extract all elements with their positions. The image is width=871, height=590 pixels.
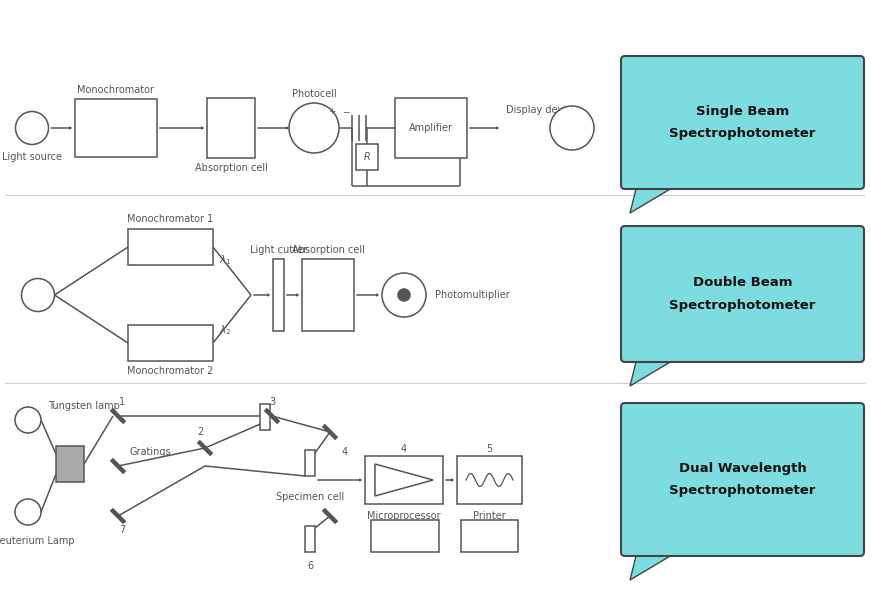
Text: 5: 5	[486, 444, 493, 454]
Text: Double Beam
Spectrophotometer: Double Beam Spectrophotometer	[669, 277, 815, 312]
Text: Light cutter: Light cutter	[250, 245, 307, 255]
Text: Absorption cell: Absorption cell	[292, 245, 364, 255]
Polygon shape	[375, 464, 433, 496]
Text: Absorption cell: Absorption cell	[194, 163, 267, 173]
Text: Deuterium Lamp: Deuterium Lamp	[0, 536, 74, 546]
Text: $\lambda_1$: $\lambda_1$	[219, 253, 232, 267]
FancyBboxPatch shape	[305, 526, 315, 552]
Text: −: −	[342, 107, 350, 116]
Circle shape	[16, 112, 49, 145]
Circle shape	[550, 106, 594, 150]
Text: +: +	[328, 107, 335, 116]
Circle shape	[15, 499, 41, 525]
FancyBboxPatch shape	[371, 520, 439, 552]
FancyBboxPatch shape	[302, 259, 354, 331]
FancyBboxPatch shape	[56, 446, 84, 482]
FancyBboxPatch shape	[128, 325, 213, 361]
Text: Single Beam
Spectrophotometer: Single Beam Spectrophotometer	[669, 105, 815, 140]
Text: 2: 2	[197, 427, 203, 437]
Text: Microprocessor: Microprocessor	[368, 511, 441, 521]
Circle shape	[15, 407, 41, 433]
Circle shape	[382, 273, 426, 317]
FancyBboxPatch shape	[273, 259, 284, 331]
FancyBboxPatch shape	[365, 456, 443, 504]
Text: Tungsten lamp: Tungsten lamp	[48, 401, 120, 411]
Text: 3: 3	[269, 397, 275, 407]
Polygon shape	[630, 358, 677, 386]
FancyBboxPatch shape	[260, 404, 270, 430]
Text: Monochromator 2: Monochromator 2	[127, 366, 213, 376]
Circle shape	[289, 103, 339, 153]
Circle shape	[22, 278, 55, 312]
Text: Monochromator: Monochromator	[78, 85, 154, 95]
FancyBboxPatch shape	[356, 144, 378, 170]
Text: 7: 7	[118, 525, 125, 535]
Text: Monochromator 1: Monochromator 1	[127, 214, 213, 224]
FancyBboxPatch shape	[621, 403, 864, 556]
FancyBboxPatch shape	[395, 98, 467, 158]
Text: 4: 4	[401, 444, 407, 454]
Text: Printer: Printer	[473, 511, 506, 521]
Text: Specimen cell: Specimen cell	[276, 492, 344, 502]
Text: Light source: Light source	[2, 152, 62, 162]
FancyBboxPatch shape	[621, 56, 864, 189]
FancyBboxPatch shape	[207, 98, 255, 158]
FancyBboxPatch shape	[457, 456, 522, 504]
Text: 1: 1	[119, 397, 125, 407]
FancyBboxPatch shape	[461, 520, 518, 552]
Text: $\lambda_2$: $\lambda_2$	[219, 323, 232, 337]
Text: R: R	[363, 152, 370, 162]
FancyBboxPatch shape	[621, 226, 864, 362]
Text: Amplifier: Amplifier	[409, 123, 453, 133]
Circle shape	[398, 289, 410, 301]
Text: Display device: Display device	[506, 105, 577, 115]
FancyBboxPatch shape	[305, 450, 315, 476]
Polygon shape	[630, 552, 677, 580]
Text: 6: 6	[307, 561, 313, 571]
Polygon shape	[630, 185, 677, 213]
Text: 4: 4	[342, 447, 348, 457]
FancyBboxPatch shape	[75, 99, 157, 157]
Text: Photomultiplier: Photomultiplier	[435, 290, 510, 300]
Text: Gratings: Gratings	[130, 447, 172, 457]
Text: Dual Wavelength
Spectrophotometer: Dual Wavelength Spectrophotometer	[669, 462, 815, 497]
FancyBboxPatch shape	[128, 229, 213, 265]
Text: Photocell: Photocell	[292, 89, 336, 99]
